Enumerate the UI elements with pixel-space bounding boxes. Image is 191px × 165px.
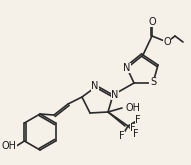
Text: S: S xyxy=(150,77,156,87)
Text: F: F xyxy=(135,115,141,125)
Text: O: O xyxy=(163,37,171,47)
Text: N: N xyxy=(123,63,131,73)
Text: N: N xyxy=(111,90,119,100)
Text: N: N xyxy=(91,81,99,91)
Text: F: F xyxy=(130,123,136,133)
Text: OH: OH xyxy=(126,103,141,113)
Text: F: F xyxy=(119,131,125,141)
Text: O: O xyxy=(148,17,156,27)
Text: F: F xyxy=(133,129,139,139)
Text: OH: OH xyxy=(2,141,17,151)
